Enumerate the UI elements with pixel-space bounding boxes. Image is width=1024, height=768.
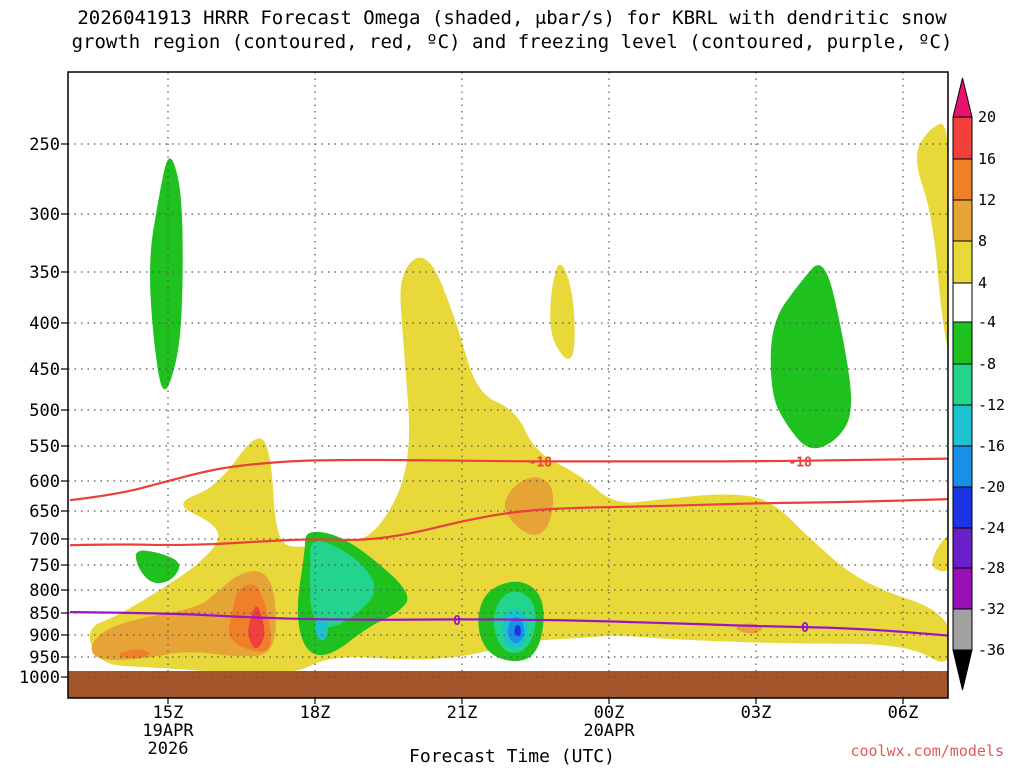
colorbar: 20 16 12 8 4 -4 -8 -12 -16 -20 -24 -28 -32 -36 <box>952 77 1005 691</box>
x-tick-label-21Z: 21Z <box>447 703 478 723</box>
y-tick-label-450: 450 <box>29 360 60 380</box>
colorbar-label-2: 12 <box>978 191 996 209</box>
colorbar-bin-11 <box>952 527 973 569</box>
y-tick-label-350: 350 <box>29 263 60 283</box>
omega-region-orange-mid <box>504 477 554 535</box>
x-tick-sublabel-15Z-1: 2026 <box>148 739 189 759</box>
colorbar-label-0: 20 <box>978 108 996 126</box>
omega-region-darkblue-2130z <box>514 624 521 637</box>
contour-label-0: -18 <box>529 455 553 470</box>
y-tick-label-300: 300 <box>29 205 60 225</box>
chart-title: 2026041913 HRRR Forecast Omega (shaded, … <box>0 6 1024 54</box>
x-tick-sublabel-00Z-0: 20APR <box>583 721 635 741</box>
colorbar-label-4: 4 <box>978 274 987 292</box>
colorbar-bin-5 <box>952 282 973 323</box>
colorbar-bin-12 <box>952 567 973 610</box>
omega-region-green-upper-left <box>150 158 183 390</box>
colorbar-bin-7 <box>952 363 973 406</box>
contour-label-3: 0 <box>801 621 809 636</box>
colorbar-bin-6 <box>952 321 973 365</box>
omega-region-orange-lower-left <box>91 571 276 661</box>
y-tick-label-600: 600 <box>29 472 60 492</box>
chart-title-line-1: 2026041913 HRRR Forecast Omega (shaded, … <box>77 7 947 29</box>
colorbar-label-10: -24 <box>978 519 1005 537</box>
y-tick-label-850: 850 <box>29 604 60 624</box>
y-tick-label-950: 950 <box>29 648 60 668</box>
colorbar-label-5: -4 <box>978 313 996 331</box>
y-tick-label-550: 550 <box>29 437 60 457</box>
omega-region-yellow-right-low <box>932 536 948 572</box>
x-tick-label-15Z: 15Z <box>153 703 184 723</box>
colorbar-bin-9 <box>952 445 973 488</box>
y-tick-label-800: 800 <box>29 581 60 601</box>
y-tick-label-250: 250 <box>29 135 60 155</box>
omega-region-yellow-top-right <box>917 123 948 349</box>
colorbar-label-13: -36 <box>978 641 1005 659</box>
colorbar-bin-1 <box>952 116 973 160</box>
colorbar-bin-10 <box>952 486 973 529</box>
colorbar-bin-8 <box>952 404 973 447</box>
gridlines <box>68 72 948 698</box>
omega-region-cyan-1830z <box>315 619 328 641</box>
contour-label-1: -18 <box>788 455 812 470</box>
omega-region-green-upper-right <box>770 265 852 449</box>
x-tick-sublabel-15Z-0: 19APR <box>142 721 194 741</box>
colorbar-bin-3 <box>952 199 973 242</box>
y-tick-label-750: 750 <box>29 556 60 576</box>
x-axis-label: Forecast Time (UTC) <box>409 746 615 767</box>
watermark[interactable]: coolwx.com/models <box>850 742 1004 760</box>
y-tick-label-500: 500 <box>29 401 60 421</box>
x-tick-label-00Z: 00Z <box>594 703 625 723</box>
x-tick-label-03Z: 03Z <box>741 703 772 723</box>
omega-region-green-small-left <box>135 550 180 584</box>
colorbar-label-7: -12 <box>978 396 1005 414</box>
colorbar-bin-13 <box>952 608 973 651</box>
y-tick-label-650: 650 <box>29 502 60 522</box>
ground-fill <box>68 671 948 698</box>
chart-title-line-2: growth region (contoured, red, ºC) and f… <box>71 31 953 53</box>
x-tick-label-18Z: 18Z <box>300 703 331 723</box>
colorbar-bin-2 <box>952 158 973 201</box>
colorbar-label-11: -28 <box>978 559 1005 577</box>
y-tick-label-700: 700 <box>29 530 60 550</box>
colorbar-bin-4 <box>952 240 973 284</box>
contour-freezing-level <box>69 611 948 637</box>
colorbar-label-6: -8 <box>978 355 996 373</box>
contours: -18 -18 0 0 <box>69 455 948 637</box>
contour-label-2: 0 <box>453 614 461 629</box>
y-tick-label-900: 900 <box>29 626 60 646</box>
omega-region-darkorange-low <box>119 649 150 659</box>
colorbar-label-1: 16 <box>978 150 996 168</box>
y-tick-label-400: 400 <box>29 314 60 334</box>
contour-dgz-top <box>69 457 948 502</box>
colorbar-bin-0 <box>952 77 973 118</box>
x-tick-label-06Z: 06Z <box>888 703 919 723</box>
y-tick-label-1000: 1000 <box>19 668 60 688</box>
omega-shading <box>68 123 948 698</box>
contour-dgz-bottom <box>69 498 948 547</box>
plot-frame <box>67 71 949 699</box>
colorbar-label-3: 8 <box>978 232 987 250</box>
colorbar-bin-14 <box>952 649 973 691</box>
colorbar-label-12: -32 <box>978 600 1005 618</box>
omega-region-teal-1830z <box>310 541 375 627</box>
colorbar-label-9: -20 <box>978 478 1005 496</box>
colorbar-label-8: -16 <box>978 437 1005 455</box>
omega-region-yellow-upper-strip <box>550 264 575 360</box>
